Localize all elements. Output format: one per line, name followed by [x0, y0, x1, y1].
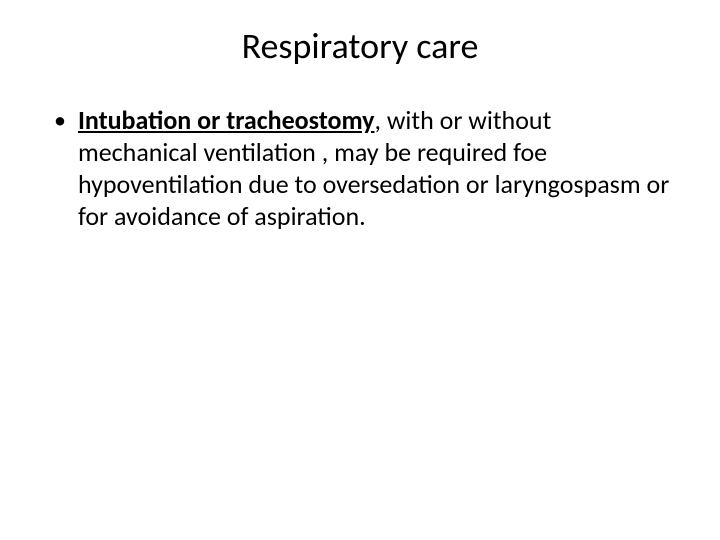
slide-title: Respiratory care	[0, 0, 720, 104]
bullet-item: • Intubation or tracheostomy, with or wi…	[54, 104, 672, 232]
bullet-emphasis: Intubation or tracheostomy	[78, 104, 375, 136]
slide-body: • Intubation or tracheostomy, with or wi…	[0, 104, 720, 232]
slide: Respiratory care • Intubation or tracheo…	[0, 0, 720, 540]
bullet-marker: •	[54, 104, 78, 138]
bullet-text: Intubation or tracheostomy, with or with…	[78, 104, 672, 232]
